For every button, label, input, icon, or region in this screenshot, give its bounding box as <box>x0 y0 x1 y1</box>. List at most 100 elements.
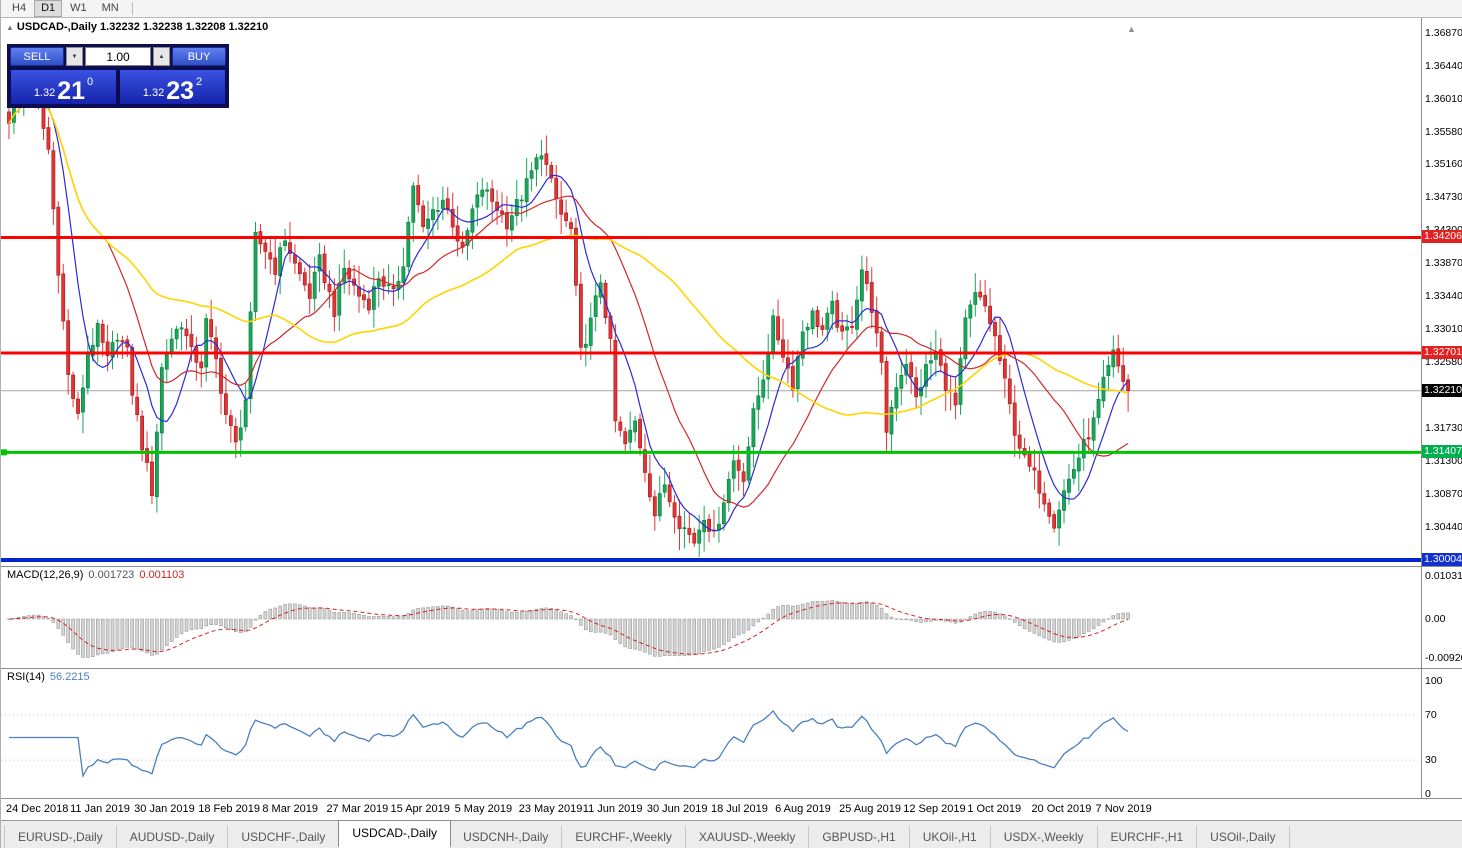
level-price-badge: 1.30004 <box>1422 553 1462 567</box>
level-price-badge: 1.31407 <box>1422 445 1462 459</box>
tab-eurchf-h1[interactable]: EURCHF-,H1 <box>1098 826 1198 848</box>
sell-price-sup: 0 <box>87 76 94 88</box>
rsi-value: 56.2215 <box>49 671 90 683</box>
tab-eurusd-daily[interactable]: EURUSD-,Daily <box>4 826 117 848</box>
time-axis-label: 24 Dec 2018 <box>6 803 69 815</box>
price-tick: 1.35580 <box>1425 126 1462 139</box>
time-axis-label: 15 Apr 2019 <box>390 803 450 815</box>
moving-average-21 <box>8 99 1129 508</box>
time-axis[interactable]: 24 Dec 2018 11 Jan 2019 30 Jan 2019 18 Feb … <box>1 798 1462 820</box>
price-tick: 0 <box>1425 788 1431 800</box>
timeframe-h4[interactable]: H4 <box>12 2 27 14</box>
time-axis-label: 30 Jan 2019 <box>134 803 195 815</box>
price-tick: -0.009203 <box>1425 651 1462 664</box>
macd-main-value: 0.001723 <box>88 569 135 581</box>
timeframe-w1[interactable]: W1 <box>70 2 87 14</box>
tab-eurchf-weekly[interactable]: EURCHF-,Weekly <box>562 826 686 848</box>
toolbar-separator <box>131 2 133 15</box>
moving-average-55 <box>8 99 1129 416</box>
buy-price-big: 23 <box>166 76 195 105</box>
candlesticks <box>7 67 1131 557</box>
sell-button[interactable]: SELL <box>10 47 64 66</box>
price-tick: 1.36870 <box>1425 27 1462 39</box>
chart-area[interactable]: ▲ USDCAD-,Daily 1.32232 1.32238 1.32208 1… <box>1 18 1421 798</box>
time-axis-label: 11 Jan 2019 <box>70 803 130 815</box>
volume-decrease-button[interactable]: ▼ <box>66 47 83 66</box>
time-axis-label: 11 Jun 2019 <box>582 803 643 815</box>
current-price-badge: 1.32210 <box>1422 383 1462 397</box>
price-tick: 30 <box>1425 754 1437 767</box>
one-click-trading-panel: SELL ▼ ▲ BUY 1.32 21 0 1.32 23 2 <box>7 44 229 108</box>
rsi-line <box>9 709 1129 778</box>
price-axis[interactable]: 1.36870 1.36440 1.36010 1.35580 1.35160 1.347… <box>1421 18 1462 800</box>
scroll-to-end-marker[interactable]: ▲ <box>1127 24 1136 34</box>
price-tick: 0.010311 <box>1425 569 1462 582</box>
price-tick: 1.36010 <box>1425 93 1462 105</box>
price-tick: 1.30870 <box>1425 487 1462 500</box>
sell-price-big: 21 <box>57 76 86 105</box>
volume-increase-button[interactable]: ▲ <box>153 47 170 66</box>
tab-usdcad-daily[interactable]: USDCAD-,Daily <box>338 820 452 848</box>
price-tick: 0.00 <box>1425 613 1446 625</box>
buy-price-base: 1.32 <box>142 87 165 99</box>
tab-xauusd-weekly[interactable]: XAUUSD-,Weekly <box>686 826 810 848</box>
price-tick: 1.32580 <box>1425 356 1462 369</box>
rsi-panel-divider[interactable] <box>1 668 1462 669</box>
rsi-name: RSI(14) <box>7 671 45 683</box>
price-tick: 100 <box>1425 675 1443 687</box>
tab-ukoil-h1[interactable]: UKOil-,H1 <box>910 826 991 848</box>
buy-price-sup: 2 <box>196 76 203 88</box>
time-axis-label: 27 Mar 2019 <box>326 803 389 815</box>
tab-usoil-daily[interactable]: USOil-,Daily <box>1197 826 1290 848</box>
tab-usdx-weekly[interactable]: USDX-,Weekly <box>991 826 1098 848</box>
level-price-badge: 1.32701 <box>1422 346 1462 359</box>
moving-average-8 <box>8 99 1129 532</box>
macd-panel-divider[interactable] <box>1 566 1462 567</box>
price-tick: 1.35160 <box>1425 158 1462 171</box>
time-axis-label: 23 May 2019 <box>518 803 583 815</box>
price-tick: 70 <box>1425 708 1437 721</box>
time-axis-label: 6 Aug 2019 <box>775 803 831 815</box>
time-axis-label: 8 Mar 2019 <box>262 803 319 815</box>
price-tick: 1.34730 <box>1425 191 1462 204</box>
rsi-label: RSI(14) 56.2215 <box>7 671 90 683</box>
chart-ohlc-info: ▲ USDCAD-,Daily 1.32232 1.32238 1.32208 1… <box>6 21 268 33</box>
macd-signal-line <box>8 602 1129 655</box>
price-tick: 1.33440 <box>1425 290 1462 303</box>
time-axis-label: 1 Oct 2019 <box>967 803 1022 815</box>
tab-usdcnh-daily[interactable]: USDCNH-,Daily <box>450 826 563 848</box>
macd-panel[interactable] <box>1 566 1421 668</box>
timeframe-d1[interactable]: D1 <box>34 0 63 17</box>
timeframe-mn[interactable]: MN <box>101 2 119 14</box>
time-axis-label: 18 Jul 2019 <box>710 803 768 815</box>
level-handle <box>1 449 7 456</box>
tab-audusd-daily[interactable]: AUDUSD-,Daily <box>117 826 229 848</box>
collapse-arrow-icon[interactable]: ▲ <box>6 23 14 32</box>
price-tick: 1.33870 <box>1425 257 1462 270</box>
time-axis-label: 12 Sep 2019 <box>903 803 966 815</box>
sell-price-base: 1.32 <box>33 87 56 99</box>
main-price-chart[interactable] <box>1 18 1421 566</box>
rsi-panel[interactable] <box>1 668 1421 798</box>
time-axis-label: 18 Feb 2019 <box>198 803 261 815</box>
macd-name: MACD(12,26,9) <box>7 569 84 581</box>
time-axis-label: 5 May 2019 <box>454 803 513 815</box>
time-axis-label: 25 Aug 2019 <box>839 803 901 815</box>
time-axis-label: 7 Nov 2019 <box>1095 803 1152 815</box>
timeframe-toolbar: H4 D1 W1 MN <box>1 0 1462 18</box>
tab-usdchf-daily[interactable]: USDCHF-,Daily <box>228 826 340 848</box>
price-tick: 1.31730 <box>1425 421 1462 434</box>
price-tick: 1.33010 <box>1425 323 1462 336</box>
level-price-badge: 1.34206 <box>1422 230 1462 244</box>
buy-price-button[interactable]: 1.32 23 2 <box>119 69 226 105</box>
time-axis-label: 30 Jun 2019 <box>646 803 708 815</box>
buy-button[interactable]: BUY <box>172 47 226 66</box>
tab-gbpusd-h1[interactable]: GBPUSD-,H1 <box>809 826 910 848</box>
time-axis-label: 20 Oct 2019 <box>1031 803 1092 815</box>
price-tick: 1.30440 <box>1425 520 1462 533</box>
price-tick: 1.36440 <box>1425 60 1462 72</box>
chart-info-text: USDCAD-,Daily 1.32232 1.32238 1.32208 1.… <box>16 21 269 33</box>
volume-input[interactable] <box>85 47 151 66</box>
sell-price-button[interactable]: 1.32 21 0 <box>10 69 117 105</box>
